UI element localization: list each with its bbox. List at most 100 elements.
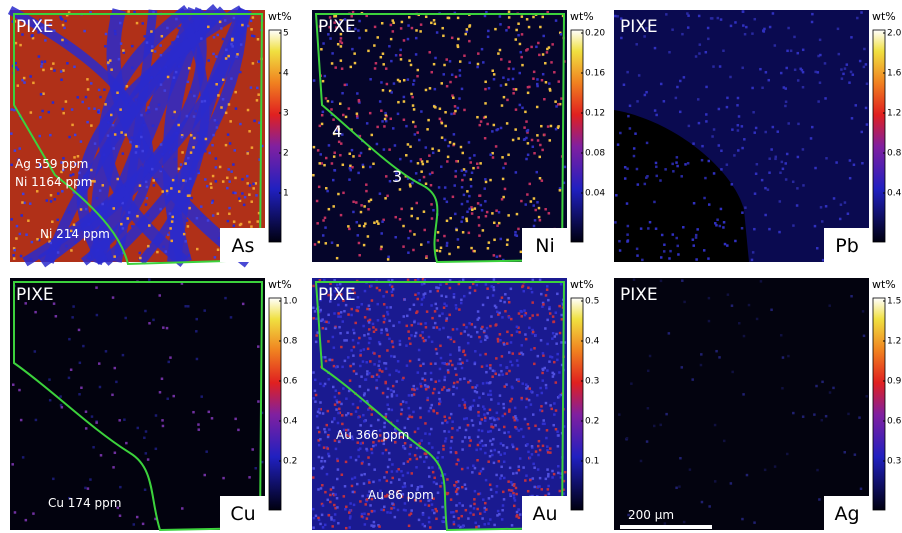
map-pixel — [184, 240, 187, 243]
map-pixel — [445, 84, 449, 88]
map-pixel — [321, 484, 324, 487]
map-pixel — [239, 70, 242, 74]
map-pixel — [486, 412, 489, 415]
map-pixel — [342, 387, 345, 390]
map-pixel — [343, 83, 347, 87]
map-pixel — [791, 180, 795, 184]
map-pixel — [157, 103, 161, 107]
map-pixel — [755, 317, 759, 321]
map-pixel — [186, 194, 190, 197]
map-pixel — [378, 434, 382, 437]
map-pixel — [435, 482, 438, 486]
map-pixel — [707, 159, 711, 163]
map-pixel — [864, 106, 868, 110]
map-pixel — [455, 228, 458, 232]
map-label: PIXE — [620, 285, 658, 305]
map-pixel — [338, 325, 341, 329]
map-pixel — [484, 80, 487, 84]
element-label: Pb — [835, 235, 859, 257]
map-pixel — [557, 80, 561, 83]
map-pixel — [211, 199, 215, 203]
map-pixel — [385, 470, 388, 474]
map-pixel — [225, 48, 228, 52]
map-pixel — [443, 430, 446, 433]
map-pixel — [67, 376, 71, 380]
map-pixel — [113, 133, 117, 136]
map-pixel — [525, 157, 528, 161]
map-pixel — [59, 70, 63, 73]
map-pixel — [653, 109, 657, 112]
annotation: Au 366 ppm — [336, 428, 409, 442]
map-pixel — [443, 234, 446, 238]
map-pixel — [419, 23, 423, 26]
map-pixel — [107, 121, 110, 124]
map-pixel — [524, 110, 527, 114]
map-pixel — [531, 278, 535, 282]
map-pixel — [498, 394, 502, 397]
map-pixel — [551, 315, 555, 318]
map-pixel — [659, 256, 663, 259]
map-pixel — [522, 289, 526, 293]
map-pixel — [451, 94, 454, 97]
map-pixel — [454, 304, 458, 307]
map-pixel — [708, 505, 711, 508]
map-pixel — [538, 219, 542, 222]
map-pixel — [385, 290, 388, 294]
map-pixel — [331, 486, 335, 489]
map-pixel — [407, 16, 411, 19]
map-pixel — [336, 365, 339, 368]
map-pixel — [468, 291, 472, 295]
map-pixel — [341, 320, 345, 323]
map-pixel — [17, 158, 20, 161]
map-pixel — [329, 500, 332, 504]
map-pixel — [528, 456, 532, 459]
map-pixel — [722, 439, 726, 443]
map-pixel — [548, 139, 552, 142]
map-pixel — [364, 378, 368, 381]
map-pixel — [523, 417, 527, 421]
map-pixel — [508, 410, 511, 413]
map-pixel — [231, 38, 234, 42]
map-pixel — [536, 201, 539, 204]
map-pixel — [433, 22, 437, 26]
map-pixel — [531, 328, 534, 332]
map-pixel — [197, 170, 200, 173]
map-pixel — [362, 224, 366, 228]
colorbar-tick-label: 0.08 — [585, 149, 605, 159]
map-pixel — [372, 480, 375, 484]
map-pixel — [415, 29, 418, 32]
map-pixel — [352, 200, 355, 204]
map-pixel — [104, 103, 107, 106]
map-pixel — [501, 414, 504, 418]
map-pixel — [315, 334, 318, 337]
map-pixel — [396, 490, 400, 493]
map-pixel — [793, 68, 797, 72]
map-pixel — [760, 178, 764, 182]
map-pixel — [388, 283, 392, 287]
map-pixel — [390, 470, 394, 473]
map-pixel — [324, 430, 327, 434]
map-pixel — [741, 146, 744, 150]
map-pixel — [532, 15, 535, 19]
map-pixel — [543, 366, 547, 370]
map-pixel — [482, 61, 485, 64]
map-pixel — [136, 426, 140, 430]
map-pixel — [315, 317, 318, 321]
map-pixel — [455, 480, 458, 484]
map-pixel — [532, 77, 535, 80]
map-pixel — [434, 347, 438, 351]
map-pixel — [228, 206, 231, 210]
map-background — [10, 278, 265, 530]
element-box — [824, 496, 869, 530]
map-pixel — [116, 506, 120, 510]
map-pixel — [51, 220, 54, 223]
map-pixel — [445, 241, 449, 245]
map-pixel — [411, 388, 414, 391]
map-pixel — [487, 29, 490, 33]
map-pixel — [30, 240, 34, 244]
map-pixel — [443, 186, 447, 189]
map-pixel — [353, 61, 357, 65]
map-pixel — [14, 61, 17, 65]
map-pixel — [234, 107, 238, 110]
